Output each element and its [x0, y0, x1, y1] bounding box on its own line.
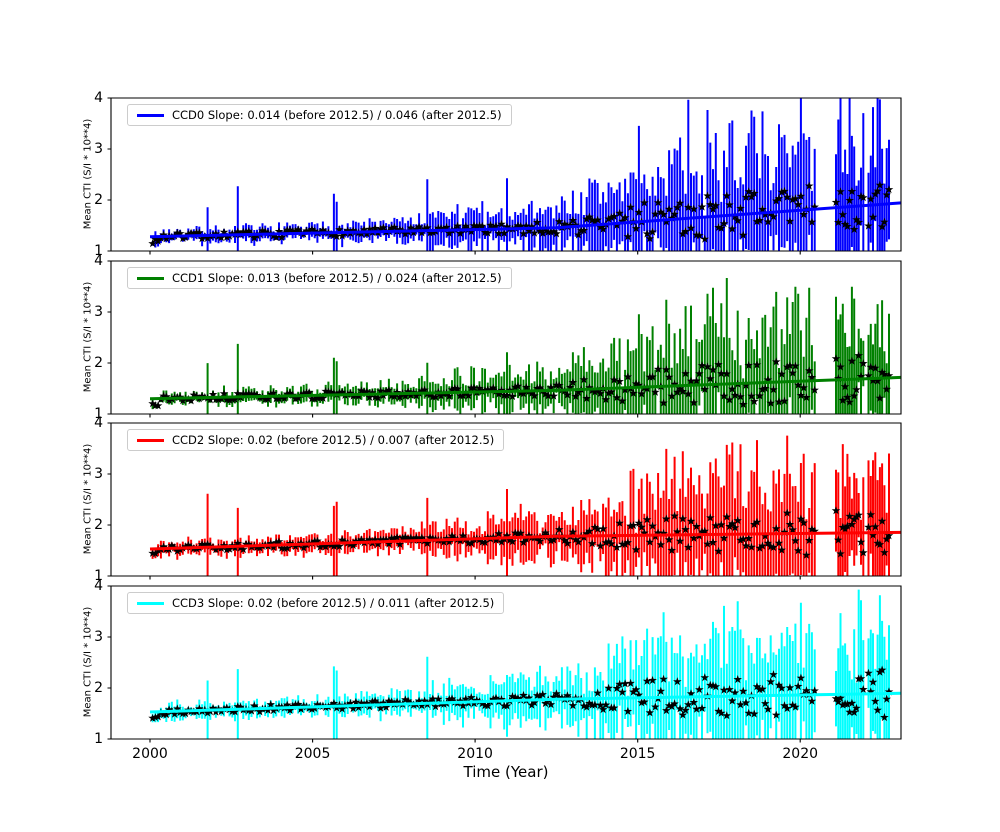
- legend-label-ccd1: CCD1 Slope: 0.013 (before 2012.5) / 0.02…: [172, 271, 502, 285]
- y-tick-label-ccd3-1: 1: [94, 731, 103, 747]
- x-tick-label-2015: 2015: [619, 746, 656, 762]
- legend-ccd1: CCD1 Slope: 0.013 (before 2012.5) / 0.02…: [127, 267, 512, 289]
- y-tick-label-ccd2-4: 4: [94, 415, 103, 431]
- legend-line-swatch-ccd2: [137, 438, 164, 442]
- x-tick-label-2010: 2010: [457, 746, 493, 762]
- fit-line-ccd0: [149, 201, 902, 239]
- y-tick-label-ccd1-4: 4: [94, 253, 103, 269]
- tick-marks-ccd3: [107, 585, 801, 743]
- legend-line-swatch-ccd1: [137, 276, 164, 280]
- y-tick-label-ccd0-1: 1: [94, 243, 103, 259]
- y-tick-label-ccd0-4: 4: [94, 90, 103, 106]
- legend-ccd3: CCD3 Slope: 0.02 (before 2012.5) / 0.011…: [127, 592, 505, 614]
- y-tick-label-ccd0-2: 2: [94, 192, 103, 208]
- legend-label-ccd2: CCD2 Slope: 0.02 (before 2012.5) / 0.007…: [172, 433, 495, 447]
- y-tick-label-ccd2-1: 1: [94, 568, 103, 584]
- y-axis-label-ccd2: Mean CTI (S/I * 10**4): [82, 443, 94, 555]
- y-axis-label-ccd0: Mean CTI (S/I * 10**4): [82, 118, 94, 230]
- fit-line-ccd3: [149, 691, 902, 714]
- y-tick-label-ccd1-3: 3: [94, 304, 103, 320]
- tick-marks-ccd1: [107, 260, 801, 418]
- x-tick-label-2000: 2000: [132, 746, 168, 762]
- legend-label-ccd0: CCD0 Slope: 0.014 (before 2012.5) / 0.04…: [172, 108, 502, 122]
- y-tick-label-ccd3-2: 2: [94, 680, 103, 696]
- tick-marks-ccd0: [107, 97, 801, 255]
- legend-line-swatch-ccd3: [137, 601, 164, 605]
- y-tick-label-ccd3-4: 4: [94, 578, 103, 594]
- y-tick-label-ccd1-1: 1: [94, 406, 103, 422]
- x-axis-label: Time (Year): [463, 763, 549, 781]
- y-tick-label-ccd2-2: 2: [94, 517, 103, 533]
- legend-ccd0: CCD0 Slope: 0.014 (before 2012.5) / 0.04…: [127, 104, 512, 126]
- data-markers-ccd3: [148, 665, 894, 722]
- legend-label-ccd3: CCD3 Slope: 0.02 (before 2012.5) / 0.011…: [172, 596, 495, 610]
- y-tick-label-ccd1-2: 2: [94, 355, 103, 371]
- tick-marks-ccd2: [107, 422, 801, 580]
- y-tick-label-ccd2-3: 3: [94, 466, 103, 482]
- x-tick-label-2005: 2005: [294, 746, 331, 762]
- errorbars-ccd2: [151, 435, 890, 576]
- y-tick-label-ccd0-3: 3: [94, 141, 103, 157]
- y-axis-label-ccd3: Mean CTI (S/I * 10**4): [82, 606, 94, 718]
- legend-line-swatch-ccd0: [137, 113, 164, 117]
- data-markers-ccd0: [148, 180, 894, 248]
- x-tick-label-2020: 2020: [782, 746, 819, 762]
- data-markers-ccd2: [148, 506, 894, 559]
- fit-line-ccd2: [149, 530, 902, 551]
- y-tick-label-ccd3-3: 3: [94, 629, 103, 645]
- legend-ccd2: CCD2 Slope: 0.02 (before 2012.5) / 0.007…: [127, 429, 505, 451]
- fit-line-ccd1: [149, 375, 902, 401]
- y-axis-label-ccd1: Mean CTI (S/I * 10**4): [82, 281, 94, 393]
